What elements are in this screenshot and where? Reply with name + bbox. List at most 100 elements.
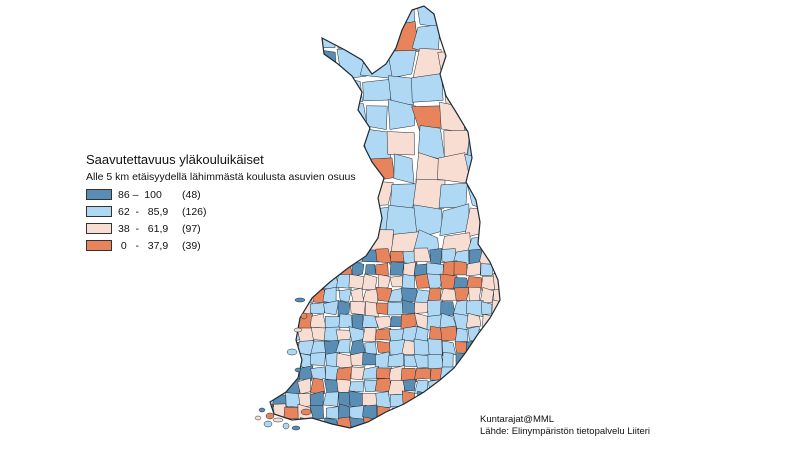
island-municipality [294, 297, 306, 303]
municipality-area [285, 47, 315, 80]
legend-range-4: 0 - 37,9 [118, 239, 169, 252]
island-municipality [294, 367, 302, 373]
municipality-area [311, 103, 342, 133]
municipality-area [270, 101, 287, 135]
municipality-area [376, 431, 392, 446]
municipality-area [467, 130, 499, 156]
municipality-area [482, 313, 495, 330]
municipality-area [467, 325, 483, 344]
municipality-area [505, 341, 522, 354]
municipality-area [270, 299, 275, 316]
municipality-area [361, 22, 393, 49]
municipality-area [428, 392, 444, 408]
municipality-area [468, 286, 482, 303]
municipality-area [417, 433, 429, 447]
municipality-area [282, 100, 311, 129]
municipality-area [492, 391, 500, 408]
legend-class-4: 0 - 37,9 (39) [86, 238, 356, 253]
municipality-area [506, 301, 521, 316]
municipality-area [323, 417, 340, 428]
municipality-area [324, 430, 337, 444]
municipality-area [322, 260, 341, 277]
municipality-area [478, 365, 496, 382]
municipality-area [454, 287, 471, 302]
municipality-area [260, 430, 272, 444]
island-municipality [293, 327, 303, 333]
municipality-area [506, 354, 520, 370]
municipality-area [285, 313, 301, 329]
municipality-area [284, 378, 300, 395]
municipality-area [365, 264, 376, 275]
municipality-area [452, 404, 471, 420]
municipality-area [299, 365, 314, 382]
municipality-area [413, 338, 431, 356]
island-municipality [263, 420, 273, 428]
island-municipality [286, 348, 298, 356]
credit-source: Lähde: Elinympäristön tietopalvelu Liite… [480, 426, 651, 437]
municipality-area [363, 416, 379, 428]
municipality-area [350, 287, 365, 304]
municipality-area [284, 430, 300, 447]
island-municipality [300, 312, 308, 320]
municipality-area [505, 391, 521, 406]
municipality-area [438, 182, 468, 209]
municipality-area [491, 325, 500, 342]
municipality-area [334, 6, 365, 26]
legend-class-2: 62 - 85,9 (126) [86, 204, 356, 219]
island-municipality [282, 422, 290, 430]
municipality-area [349, 300, 366, 316]
municipality-area [271, 288, 289, 305]
municipality-area [350, 351, 366, 367]
municipality-area [360, 157, 395, 184]
municipality-area [465, 261, 481, 277]
municipality-area [479, 390, 497, 407]
credit-borders: Kuntarajat@MML [480, 414, 555, 425]
municipality-area [506, 367, 521, 381]
municipality-area [336, 273, 352, 289]
municipality-area [412, 178, 446, 211]
archipelago-islands [254, 297, 312, 431]
municipality-area [454, 327, 469, 343]
municipality-area [492, 25, 500, 54]
municipality-area [426, 419, 442, 428]
municipality-area [337, 431, 353, 447]
municipality-area [453, 393, 467, 408]
municipality-area [299, 431, 312, 446]
municipality-area [289, 125, 310, 155]
municipality-area [272, 275, 286, 290]
municipality-area [387, 301, 405, 316]
municipality-area [440, 419, 458, 428]
island-municipality [272, 417, 284, 423]
municipality-area [284, 74, 313, 108]
legend-count-4: (39) [182, 239, 201, 252]
municipality-area [335, 77, 363, 102]
municipality-area [351, 260, 365, 278]
municipality-area [402, 378, 416, 392]
municipality-area [348, 381, 365, 393]
municipality-area [388, 431, 405, 447]
municipality-area [466, 391, 483, 408]
municipality-area [494, 351, 500, 369]
municipality-area [426, 406, 444, 420]
municipality-area [375, 416, 392, 428]
municipality-area [505, 274, 521, 291]
municipality-area [452, 312, 469, 330]
municipality-area [336, 378, 351, 393]
municipality-area [298, 260, 311, 279]
municipality-area [415, 6, 444, 28]
municipality-area [282, 22, 315, 55]
municipality-area [310, 313, 327, 329]
municipality-area [270, 24, 288, 57]
municipality-area [363, 431, 379, 445]
municipality-area [270, 78, 285, 107]
municipality-area [299, 417, 313, 428]
municipality-area [466, 354, 483, 369]
municipality-area [429, 431, 443, 447]
municipality-area [413, 247, 432, 262]
municipality-area [362, 315, 379, 328]
municipality-area [464, 25, 498, 57]
municipality-area [335, 339, 351, 354]
municipality-area [467, 364, 482, 381]
municipality-area [350, 366, 366, 381]
